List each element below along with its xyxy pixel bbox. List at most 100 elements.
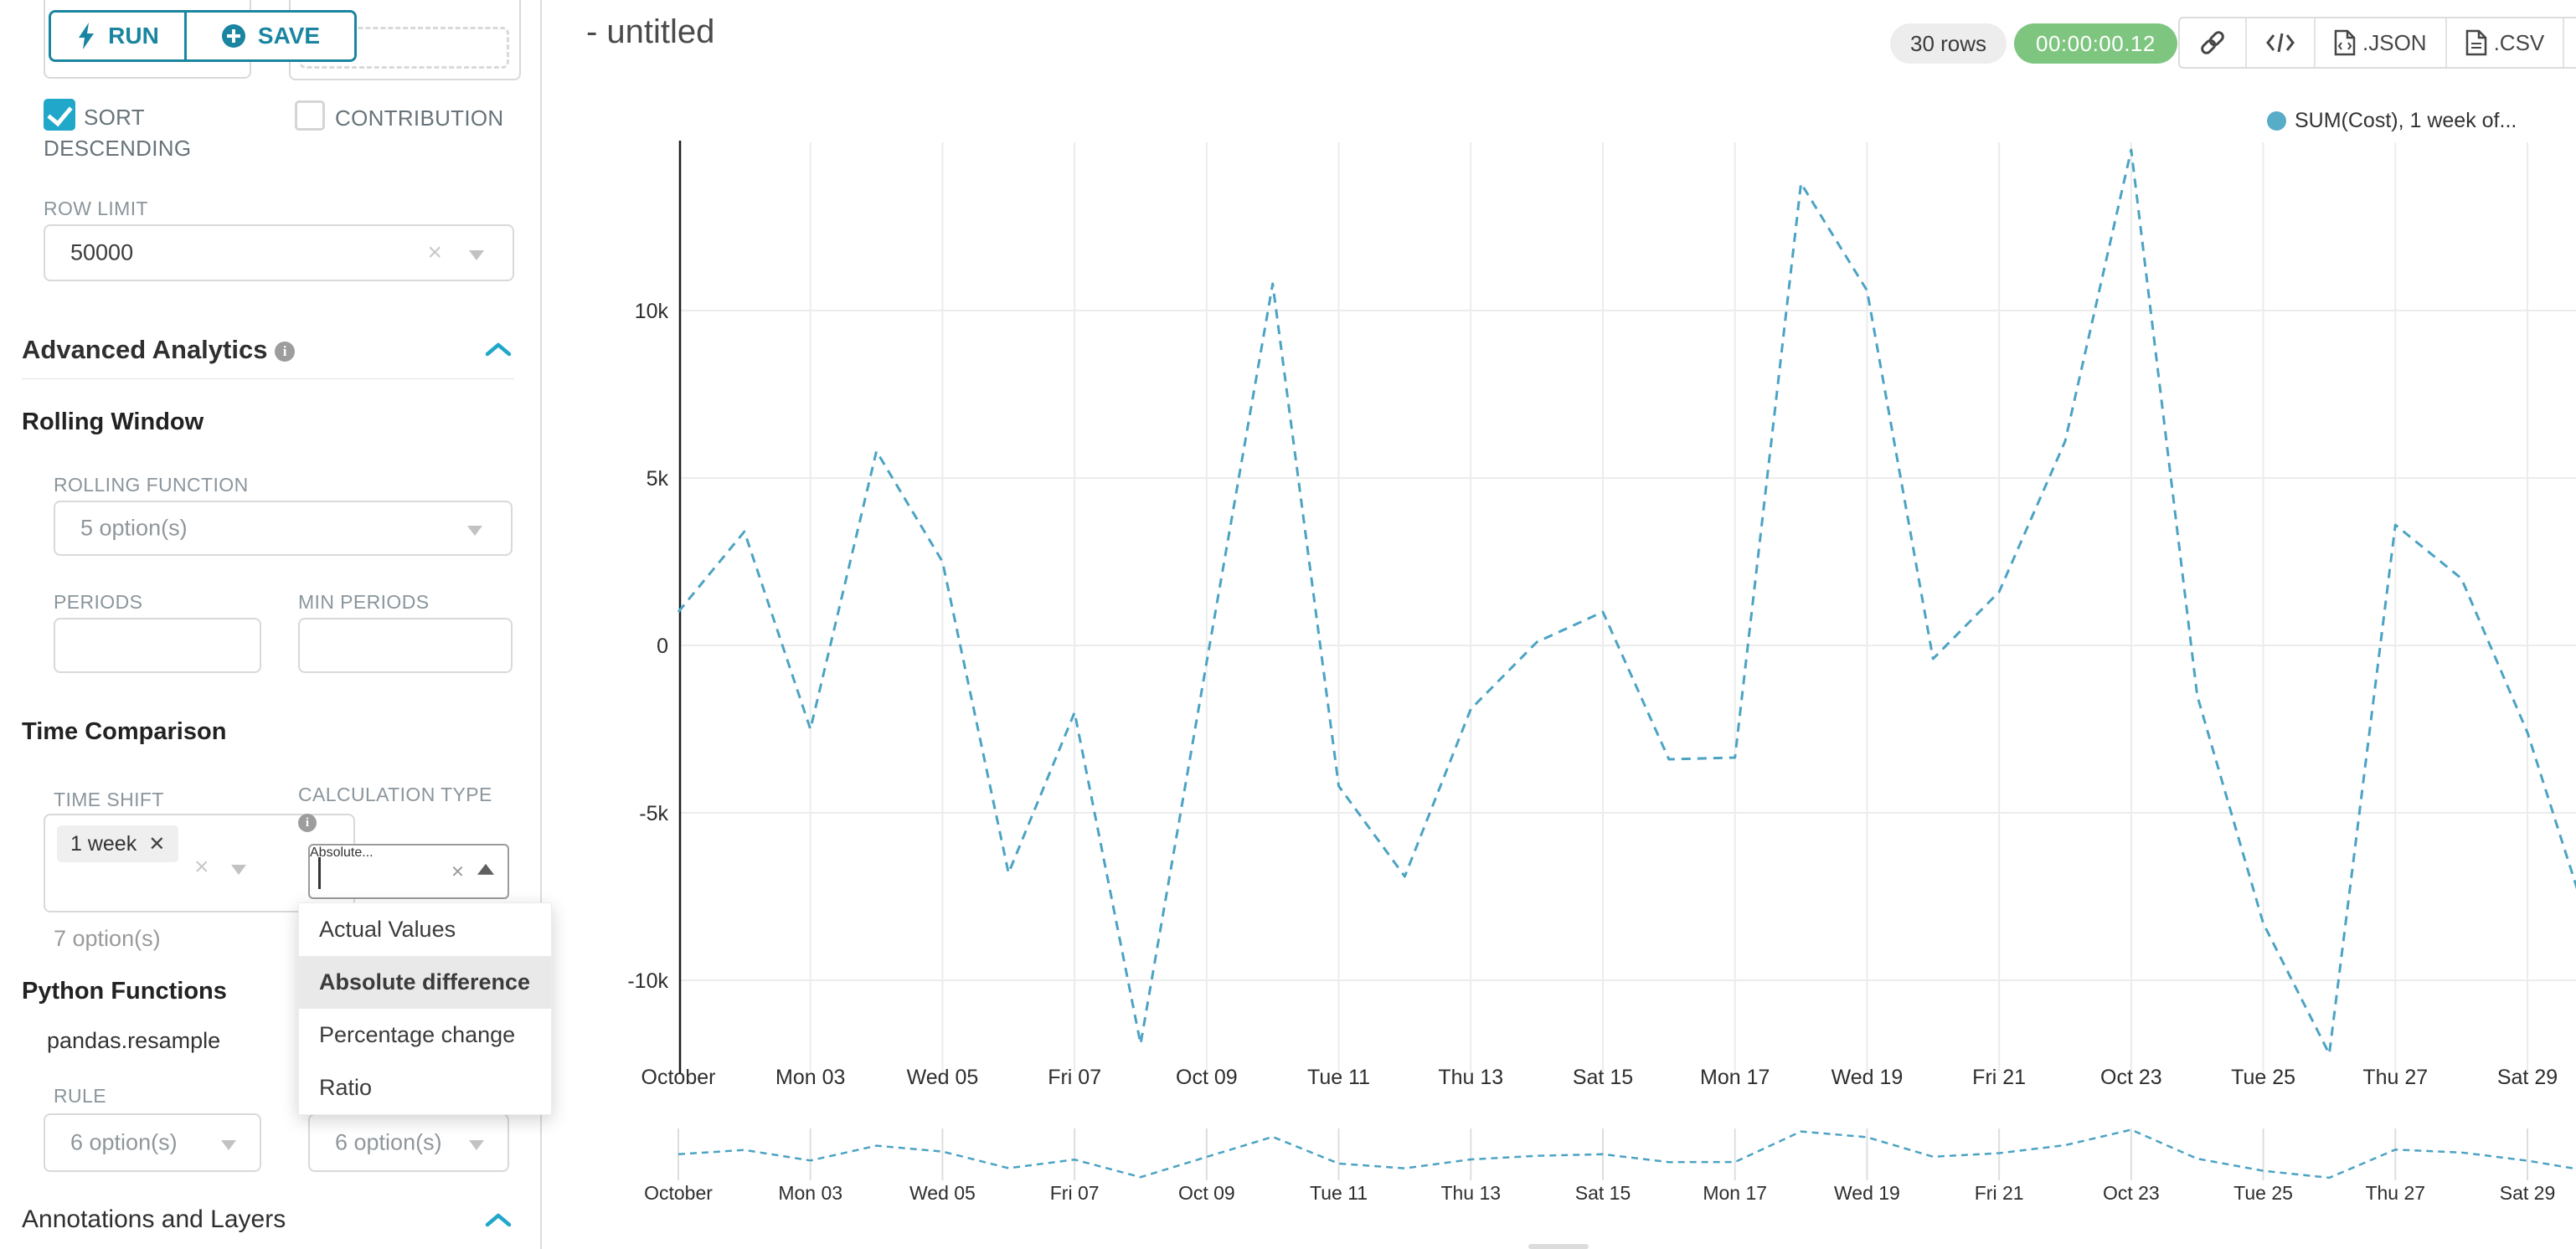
periods-input[interactable]: [54, 618, 261, 673]
info-icon[interactable]: i: [275, 342, 296, 362]
run-button[interactable]: RUN: [51, 13, 187, 59]
rule-select[interactable]: 6 option(s): [44, 1113, 261, 1172]
share-link-button[interactable]: [2180, 18, 2245, 67]
sort-descending-checkbox[interactable]: [44, 99, 75, 131]
chart-title[interactable]: - untitled: [586, 13, 715, 50]
clear-icon[interactable]: ×: [194, 853, 209, 881]
timer-badge: 00:00:00.12: [2014, 23, 2177, 64]
rolling-function-select[interactable]: 5 option(s): [54, 501, 513, 556]
min-periods-input[interactable]: [298, 618, 513, 673]
advanced-analytics-text: Advanced Analytics: [22, 335, 268, 364]
svg-text:-5k: -5k: [639, 802, 668, 825]
dropdown-option[interactable]: Percentage change: [319, 1022, 516, 1047]
calculation-type-select[interactable]: Absolute... ×: [308, 844, 509, 899]
dropdown-option[interactable]: Absolute difference: [299, 956, 551, 1009]
rolling-window-title: Rolling Window: [22, 409, 204, 435]
dropdown-option[interactable]: Ratio: [319, 1075, 373, 1100]
time-shift-tag: 1 week ✕: [57, 825, 179, 862]
svg-text:Wed 05: Wed 05: [907, 1066, 979, 1089]
csv-label: .CSV: [2493, 29, 2545, 55]
svg-text:Oct 09: Oct 09: [1178, 1182, 1235, 1204]
json-label: .JSON: [2362, 29, 2427, 55]
time-shift-tag-label: 1 week: [70, 831, 137, 856]
chevron-down-icon[interactable]: [221, 1140, 236, 1150]
contribution-checkbox[interactable]: [295, 100, 325, 131]
section-divider: [22, 378, 514, 379]
chart-menu-button[interactable]: [2563, 18, 2576, 67]
legend-dot-icon: [2267, 111, 2286, 131]
svg-text:Wed 19: Wed 19: [1832, 1066, 1904, 1089]
run-save-button-group: RUN SAVE: [49, 10, 357, 62]
advanced-analytics-title: Advanced Analytics i: [22, 335, 296, 365]
remove-tag-icon[interactable]: ✕: [148, 832, 166, 856]
chevron-up-icon: [485, 1213, 512, 1227]
chevron-down-icon[interactable]: [231, 865, 246, 875]
collapse-section-button[interactable]: [484, 1212, 513, 1229]
main-chart[interactable]: 10k 5k 0 -5k -10k October October Mon 03 Mon 03 W…: [544, 0, 2576, 1249]
contribution-label: CONTRIBUTION: [335, 105, 504, 131]
clear-icon[interactable]: ×: [451, 858, 464, 884]
annotations-title: Annotations and Layers: [22, 1205, 286, 1233]
chevron-down-icon[interactable]: [469, 1140, 484, 1150]
row-limit-label: ROW LIMIT: [44, 198, 148, 219]
chevron-down-icon[interactable]: [467, 526, 482, 536]
control-panel: 7 option(s) RUN SAVE SO: [0, 0, 552, 1249]
svg-text:October: October: [641, 1066, 716, 1089]
chart-panel: - untitled 30 rows 00:00:00.12: [544, 0, 2576, 1249]
svg-text:Oct 23: Oct 23: [2100, 1066, 2162, 1089]
export-json-button[interactable]: .JSON: [2314, 18, 2445, 67]
export-button-group: .JSON .CSV: [2178, 17, 2576, 69]
plus-circle-icon: [221, 24, 245, 48]
rule-value: 6 option(s): [70, 1129, 178, 1155]
info-icon[interactable]: i: [298, 814, 317, 832]
pandas-resample-label: pandas.resample: [47, 1028, 221, 1053]
svg-text:Fri 21: Fri 21: [1972, 1066, 2026, 1089]
horizontal-scrollbar-thumb[interactable]: [1528, 1244, 1589, 1249]
svg-text:Fri 07: Fri 07: [1048, 1066, 1101, 1089]
sort-by-metric-box[interactable]: [289, 0, 521, 80]
clear-icon[interactable]: ×: [427, 239, 442, 266]
svg-text:Thu 27: Thu 27: [2365, 1182, 2425, 1204]
embed-code-button[interactable]: [2245, 18, 2314, 67]
svg-text:Wed 05: Wed 05: [909, 1182, 976, 1204]
svg-text:Fri 21: Fri 21: [1975, 1182, 2024, 1204]
collapse-section-button[interactable]: [484, 342, 513, 358]
export-csv-button[interactable]: .CSV: [2445, 18, 2563, 67]
chevron-down-icon[interactable]: [469, 250, 484, 260]
resample-method-value: 6 option(s): [335, 1129, 442, 1155]
text-cursor: [318, 857, 321, 889]
svg-text:Tue 25: Tue 25: [2233, 1182, 2293, 1204]
svg-text:0: 0: [657, 635, 668, 658]
svg-text:Mon 03: Mon 03: [778, 1182, 842, 1204]
dropdown-option[interactable]: Actual Values: [319, 917, 456, 942]
rolling-function-value: 5 option(s): [80, 515, 188, 541]
sort-descending-label: SORT DESCENDING: [44, 105, 192, 161]
svg-text:Oct 23: Oct 23: [2103, 1182, 2160, 1204]
time-shift-select[interactable]: 1 week ✕ ×: [44, 814, 355, 912]
rows-badge: 30 rows: [1890, 23, 2007, 64]
row-limit-value: 50000: [70, 239, 134, 265]
json-file-icon: [2334, 29, 2356, 56]
svg-text:Mon 17: Mon 17: [1700, 1066, 1770, 1089]
svg-text:Thu 13: Thu 13: [1438, 1066, 1503, 1089]
svg-text:Sat 15: Sat 15: [1573, 1066, 1633, 1089]
save-button[interactable]: SAVE: [187, 13, 354, 59]
svg-text:Sat 15: Sat 15: [1575, 1182, 1631, 1204]
chart-legend[interactable]: SUM(Cost), 1 week of...: [2267, 109, 2517, 133]
svg-text:Tue 11: Tue 11: [1310, 1182, 1368, 1204]
calculation-type-dropdown: Actual Values Absolute difference Percenta…: [298, 902, 552, 1115]
svg-text:Sat 29: Sat 29: [2497, 1066, 2558, 1089]
time-shift-label: TIME SHIFT: [54, 789, 164, 810]
chevron-up-icon: [485, 342, 512, 357]
row-limit-select[interactable]: 50000 ×: [44, 224, 514, 281]
min-periods-label: MIN PERIODS: [298, 591, 430, 613]
run-label: RUN: [108, 23, 159, 49]
chevron-up-icon[interactable]: [477, 863, 494, 875]
time-comparison-title: Time Comparison: [22, 718, 227, 745]
svg-text:-10k: -10k: [627, 969, 668, 993]
svg-text:Tue 25: Tue 25: [2231, 1066, 2295, 1089]
resample-method-select[interactable]: 6 option(s): [308, 1113, 509, 1172]
svg-text:Wed 19: Wed 19: [1834, 1182, 1900, 1204]
calculation-type-label: CALCULATION TYPE: [298, 784, 492, 805]
svg-text:Mon 17: Mon 17: [1703, 1182, 1767, 1204]
